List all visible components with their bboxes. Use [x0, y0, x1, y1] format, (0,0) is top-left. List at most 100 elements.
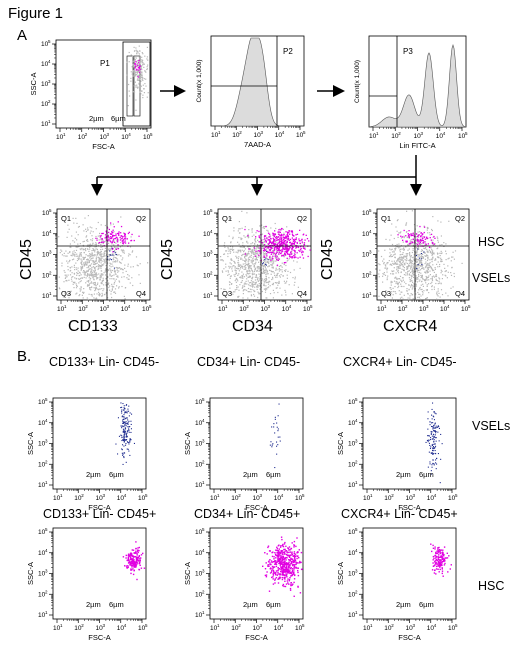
- quad-cd34-bulk-event: [238, 243, 240, 245]
- quad-cd34-bulk-event: [259, 244, 261, 246]
- quad-cxcr4-bulk-event: [408, 242, 410, 244]
- quad-cd133-bulk-event: [120, 262, 122, 264]
- quad-cd133-hsc-event: [105, 237, 107, 239]
- pop-title-4: CD133+ Lin- CD45+: [43, 507, 157, 521]
- quad-cxcr4-bulk-event: [440, 282, 442, 284]
- pop-cd133-neg-dots-event: [123, 422, 125, 424]
- pop-cd133-pos-ytick-exp: 5: [45, 527, 48, 532]
- quad-cxcr4-bulk-event: [453, 272, 455, 275]
- pop-cxcr4-neg-dots-event: [435, 425, 437, 427]
- quad-cd133-bulk-event: [73, 254, 75, 256]
- quad-cd34-bulk-event: [271, 267, 273, 269]
- quad-cd34-bulk-event: [263, 250, 265, 252]
- pop-cd133-pos-dots-event: [140, 554, 143, 556]
- quad-cxcr4-bulk-event: [451, 267, 453, 269]
- quad-cd34-bulk-event: [252, 259, 254, 261]
- pop-cd133-pos-dots-event: [133, 561, 135, 564]
- quad-cd34-hsc-event: [291, 249, 293, 251]
- quad-cd34-hsc-event: [258, 230, 260, 233]
- quad-cxcr4-hsc-event: [432, 241, 434, 244]
- quad-cd133-bulk-event: [113, 274, 115, 276]
- pop-cd133-neg-dots-event: [123, 405, 125, 407]
- quad-cxcr4-bulk-event: [431, 241, 433, 243]
- quad-cxcr4-bulk-event: [437, 261, 439, 263]
- quad-cd34-hsc-event: [308, 240, 310, 242]
- fsc-ssc-bulk-event: [147, 59, 149, 61]
- quad-cxcr4-hsc-event: [420, 235, 422, 237]
- quad-cd133-hsc-event: [100, 235, 102, 237]
- pop-cd133-neg-xtick-label: 10: [53, 495, 61, 502]
- quad-cd133-bulk-event: [115, 248, 117, 250]
- pop-cd133-pos-dots-event: [133, 556, 135, 558]
- quad-cd133-hsc-event: [109, 236, 112, 238]
- quad-cd34-bulk-event: [248, 269, 251, 271]
- quad-cd34-hsc-event: [261, 242, 263, 244]
- quad-cd133-bulk-event: [76, 268, 78, 271]
- quad-cd133-hsc-event: [123, 235, 125, 238]
- quad-cd34-bulk-event: [252, 283, 254, 286]
- quad-cd34-hsc-event: [263, 247, 265, 249]
- quad-cd133-bulk-event: [80, 254, 82, 256]
- quad-cd133-bulk-event: [76, 246, 78, 248]
- pop-cd133-pos-dots-event: [135, 548, 137, 550]
- quad-cd34-bulk-event: [246, 254, 248, 256]
- quad-cd133-bulk-event: [99, 293, 101, 295]
- quad-cxcr4-bulk-event: [397, 278, 399, 280]
- quad-cxcr4-bulk-event: [421, 288, 423, 290]
- quad-cd133-bulk-event: [85, 277, 87, 279]
- pop-cd34-neg-dots-event: [277, 444, 279, 446]
- pop-cd34-neg-ytick-exp: 2: [202, 459, 205, 464]
- quad-cd133-bulk-event: [76, 274, 78, 276]
- quad-cd133-bulk-event: [114, 291, 116, 293]
- quad-cd34-bulk-event: [259, 257, 261, 259]
- quad-cd34-hsc-event: [304, 248, 306, 250]
- quad-cd133-bulk-event: [121, 268, 124, 271]
- quad-cxcr4-bulk-event: [412, 272, 414, 274]
- pop-cxcr4-neg-dots-event: [431, 444, 433, 446]
- quad-cd34-bulk-event: [227, 253, 229, 255]
- quad-cd133-bulk-event: [70, 278, 73, 280]
- quad-cxcr4-bulk-event: [391, 260, 393, 262]
- quad-cxcr4-bulk-event: [397, 270, 399, 272]
- quad-cd34-bulk-event: [302, 242, 304, 244]
- quad-cd34-hsc-event: [295, 237, 297, 239]
- quad-cxcr4-bulk-event: [396, 243, 398, 246]
- quad-cd133-bulk-event: [108, 249, 110, 251]
- quad-cxcr4-hsc-event: [429, 237, 431, 239]
- quad-cd133-bulk-event: [127, 263, 129, 265]
- pop-cd133-neg-dots-event: [126, 404, 128, 406]
- quad-cd133-bulk-event: [104, 261, 106, 263]
- quad-cd133-bulk-event: [108, 254, 110, 256]
- pop-cd133-neg-dots-event: [129, 412, 131, 414]
- pop-cd133-pos-dots-event: [131, 554, 133, 556]
- quad-cxcr4-bulk-event: [394, 253, 396, 255]
- quad-cxcr4-bulk-event: [382, 275, 384, 277]
- quad-cd34-bulk-event: [239, 268, 241, 270]
- quad-cd34-bulk-event: [252, 249, 254, 251]
- quad-cxcr4-bulk-event: [426, 289, 428, 292]
- quad-cd133-bulk-event: [64, 271, 66, 273]
- quad-cd133-bulk-event: [94, 263, 96, 265]
- quad-cd133-bulk-event: [73, 258, 75, 260]
- quad-cd34-bulk-event: [231, 248, 233, 250]
- quad-cxcr4-hsc-event: [408, 234, 410, 236]
- quad-cd34-bulk-event: [283, 243, 286, 245]
- quad-cd34-bulk-event: [243, 246, 245, 248]
- quad-cd34-bulk-event: [229, 277, 231, 279]
- quad-cxcr4-bulk-event: [394, 286, 396, 288]
- fsc-ssc-ytick-exp: 3: [48, 79, 51, 84]
- quad-cd133-bulk-event: [92, 249, 94, 251]
- pop-cxcr4-neg-ytick-exp: 5: [355, 397, 358, 402]
- quad-cxcr4-bulk-event: [426, 279, 428, 281]
- quad-cd34-bulk-event: [257, 280, 259, 282]
- pop-cxcr4-neg-dots-event: [433, 416, 435, 418]
- quad-cd34-ytick-exp: 3: [210, 250, 213, 255]
- quad-cxcr4-hsc-event: [426, 237, 428, 239]
- quad-cd34-bulk-event: [238, 262, 240, 264]
- quad-cd133-bulk-event: [83, 264, 85, 266]
- quad-cd133-bulk-event: [101, 264, 103, 266]
- quad-cd133-bulk-event: [100, 237, 102, 239]
- quad-cd133-vsel-event: [114, 252, 116, 254]
- quad-cxcr4-bulk-event: [445, 243, 447, 245]
- quad-cd34-bulk-event: [250, 251, 252, 253]
